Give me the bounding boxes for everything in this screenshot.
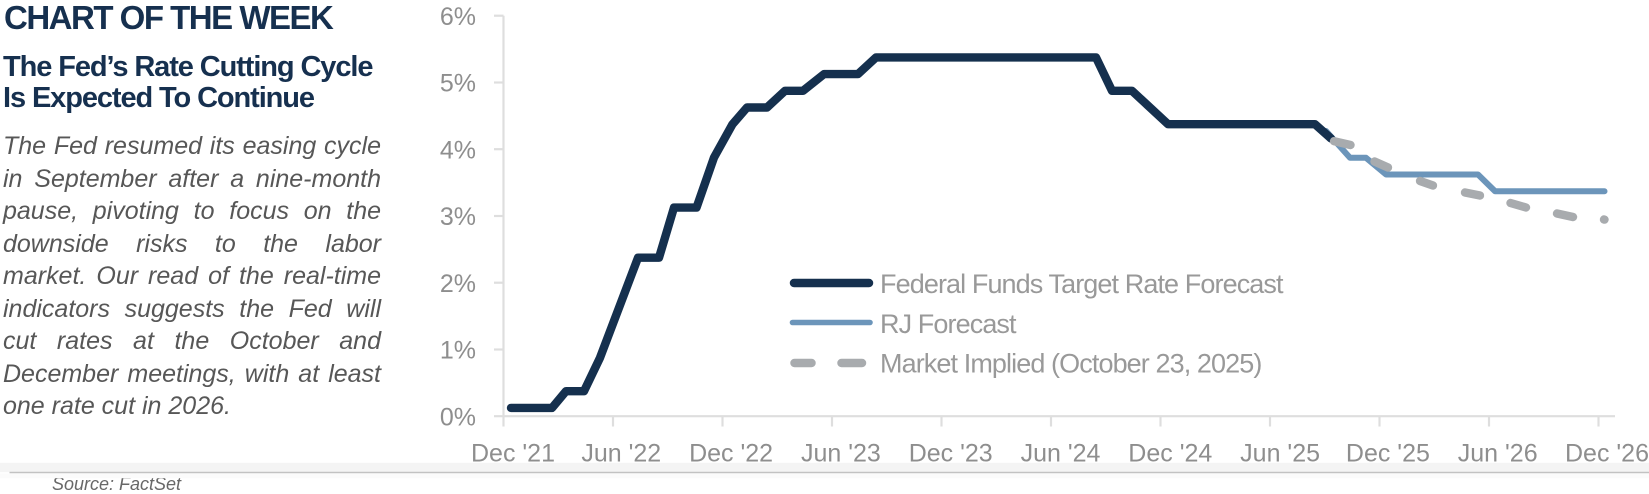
svg-text:Dec '23: Dec '23 — [909, 440, 993, 468]
svg-text:Federal Funds Target Rate Fore: Federal Funds Target Rate Forecast — [880, 269, 1284, 299]
svg-text:Jun '25: Jun '25 — [1240, 440, 1320, 468]
svg-text:0%: 0% — [440, 403, 476, 431]
svg-text:Dec '22: Dec '22 — [689, 440, 773, 468]
svg-text:Jun '24: Jun '24 — [1021, 440, 1101, 468]
svg-text:2%: 2% — [440, 270, 476, 298]
svg-text:6%: 6% — [440, 3, 476, 31]
svg-text:Jun '23: Jun '23 — [801, 440, 881, 468]
svg-text:Jun '22: Jun '22 — [581, 440, 661, 468]
svg-text:Dec '24: Dec '24 — [1128, 440, 1212, 468]
svg-text:4%: 4% — [440, 136, 476, 164]
svg-text:Market Implied (October 23, 20: Market Implied (October 23, 2025) — [880, 348, 1261, 378]
svg-text:3%: 3% — [440, 203, 476, 231]
svg-text:5%: 5% — [440, 70, 476, 98]
svg-text:Jun '26: Jun '26 — [1458, 440, 1538, 468]
svg-text:RJ Forecast: RJ Forecast — [880, 309, 1017, 339]
svg-text:Dec '21: Dec '21 — [471, 440, 555, 468]
svg-text:1%: 1% — [440, 337, 476, 365]
svg-text:Dec '26: Dec '26 — [1565, 440, 1649, 468]
svg-text:Dec '25: Dec '25 — [1346, 440, 1430, 468]
